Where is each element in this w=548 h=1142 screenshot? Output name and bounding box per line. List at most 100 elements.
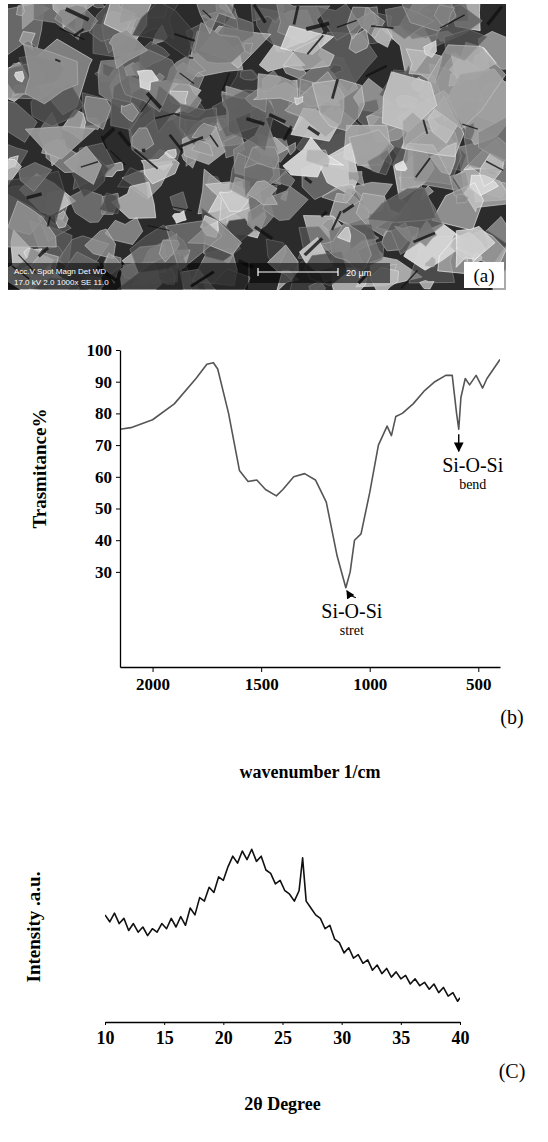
tick-label: 10	[97, 1028, 115, 1048]
sem-flake	[456, 226, 495, 267]
sem-flake	[133, 4, 195, 58]
sem-crevice	[462, 124, 477, 129]
axis-line	[121, 667, 501, 668]
sem-flake	[287, 143, 296, 155]
sem-crevice	[337, 20, 357, 27]
annotation-text: Si-O-Si	[442, 454, 504, 476]
sem-crevice	[155, 113, 175, 118]
sem-flake	[92, 4, 105, 8]
sem-flake	[457, 194, 469, 203]
sem-crevice	[142, 149, 145, 153]
sem-flake	[253, 74, 298, 104]
tick-mark	[116, 540, 120, 541]
sem-flake	[402, 112, 432, 147]
sem-crevice	[306, 23, 329, 29]
sem-crevice	[74, 29, 84, 36]
tick-label: 100	[87, 341, 113, 360]
axis-xticks: 200015001000500	[121, 667, 501, 694]
sem-crevice	[48, 217, 50, 227]
plot-area	[105, 849, 460, 1001]
sem-crevice	[371, 26, 393, 28]
sem-flake	[337, 227, 350, 242]
annotation-subtext: stret	[340, 623, 364, 638]
tick-label: 30	[333, 1028, 351, 1048]
y-axis-title: Trasmitance%	[29, 409, 50, 529]
tick-label: 20	[215, 1028, 233, 1048]
sem-flake	[434, 5, 455, 26]
tick-mark	[116, 382, 120, 383]
info-header: Acc.V Spot Magn Det WD	[14, 267, 106, 276]
sem-crevice	[366, 66, 387, 76]
tick: 10	[97, 1022, 115, 1048]
tick-label: 70	[95, 436, 112, 455]
tick-mark	[116, 350, 120, 351]
x-axis-title: 2θ Degree	[244, 1094, 321, 1114]
sem-crevice	[174, 34, 194, 41]
tick: 30	[95, 563, 120, 582]
tick-mark	[478, 667, 479, 672]
sem-flake	[395, 161, 407, 171]
sem-flake	[347, 7, 385, 39]
info-strip	[8, 263, 248, 289]
sem-crevice	[222, 73, 229, 91]
tick-mark	[116, 477, 120, 478]
sem-crevice	[269, 115, 285, 122]
annotation: Si-O-Sibend	[442, 434, 504, 492]
sem-crevice	[66, 9, 89, 20]
sem-crevice	[210, 135, 218, 147]
tick-mark	[116, 509, 120, 510]
sem-flake	[368, 188, 437, 222]
tick-label: 40	[452, 1028, 470, 1048]
sem-flake	[24, 44, 78, 104]
sem-flake	[103, 63, 115, 76]
sem-crevice	[413, 233, 435, 242]
sem-crevice	[343, 205, 354, 212]
sem-crevice	[170, 135, 183, 151]
y-axis-title: Intensity .a.u.	[23, 872, 44, 983]
sem-crevice	[440, 15, 464, 28]
sem-crevice	[27, 194, 42, 198]
panel-label-box	[464, 262, 504, 288]
tick: 20	[215, 1022, 233, 1048]
sem-flake	[19, 162, 52, 191]
axis-yticks: 30405060708090100	[87, 341, 121, 668]
sem-flake	[428, 45, 506, 129]
scale-bar-label: 20 µm	[346, 268, 371, 278]
sem-crevice	[81, 162, 98, 167]
sem-crevice	[189, 57, 193, 59]
data-line	[105, 849, 460, 1001]
sem-crevice	[332, 79, 337, 99]
sem-crevice	[307, 35, 323, 54]
x-axis-title: wavenumber 1/cm	[239, 762, 380, 782]
sem-crevice	[246, 119, 264, 124]
figure: Acc.V Spot Magn Det WD17.0 kV 2.0 1000x …	[0, 0, 548, 1142]
annotation-arrow	[458, 434, 459, 451]
panel-c: 10152025303540Intensity .a.u.2θ Degree(C…	[23, 849, 525, 1114]
sem-crevice	[284, 126, 292, 140]
tick-label: 35	[392, 1028, 410, 1048]
tick: 15	[156, 1022, 174, 1048]
tick: 90	[95, 373, 120, 392]
tick-mark	[116, 413, 120, 414]
sem-flake	[99, 193, 120, 214]
scale-bar	[258, 268, 338, 276]
tick-label: 500	[466, 675, 492, 694]
sem-flake	[15, 71, 25, 82]
sem-crevice	[332, 211, 341, 230]
tick-label: 40	[95, 531, 112, 550]
annotation-subtext: bend	[459, 477, 486, 492]
annotation-arrow	[347, 591, 356, 598]
sem-crevice	[141, 97, 152, 112]
axis-xticks: 10152025303540	[97, 1022, 470, 1048]
tick: 40	[452, 1022, 470, 1048]
sem-background	[8, 4, 506, 290]
sem-flake	[84, 96, 111, 129]
sem-flake	[121, 103, 139, 121]
tick: 500	[466, 667, 492, 694]
tick: 1500	[245, 667, 279, 694]
sem-flake	[172, 211, 186, 223]
sem-crevice	[39, 248, 48, 256]
sem-crevice	[55, 59, 60, 61]
sem-flake	[247, 181, 277, 205]
sem-crevice	[255, 227, 272, 239]
